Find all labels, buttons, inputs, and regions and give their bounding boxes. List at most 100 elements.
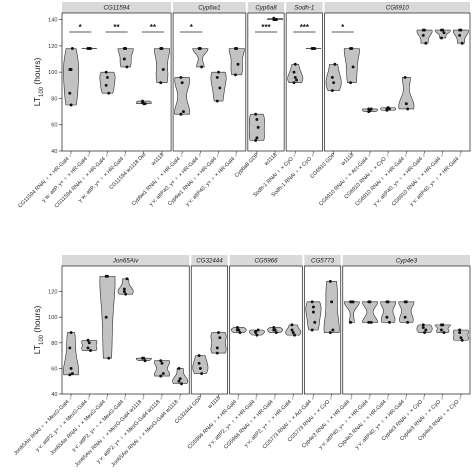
violin-group: Cyp4e3 RNAi ♀ × CyO ♂ bbox=[399, 323, 451, 442]
data-point bbox=[274, 18, 278, 22]
data-point bbox=[106, 274, 109, 278]
data-point bbox=[349, 81, 352, 85]
data-point bbox=[367, 110, 371, 114]
data-point bbox=[458, 328, 462, 332]
panel-frame bbox=[285, 12, 323, 152]
data-point bbox=[107, 91, 111, 95]
data-point bbox=[403, 315, 407, 319]
panel-strip-title: CG5773 bbox=[311, 258, 335, 265]
data-point bbox=[70, 47, 74, 50]
data-point bbox=[313, 320, 317, 324]
violin-group: CG11594 RNAi ♀ × HR-Gal4 ♂ bbox=[54, 70, 116, 209]
y-tick-label: 80 bbox=[51, 96, 57, 102]
violin-shape bbox=[398, 301, 415, 323]
data-point bbox=[295, 78, 298, 82]
data-point bbox=[350, 47, 354, 50]
y-tick-label: 40 bbox=[51, 149, 57, 155]
significance-bracket: * bbox=[69, 23, 92, 33]
data-point bbox=[351, 300, 355, 304]
data-point bbox=[235, 47, 239, 50]
data-point bbox=[141, 356, 144, 360]
violin-shape bbox=[343, 48, 360, 83]
data-point bbox=[198, 366, 202, 370]
data-point bbox=[197, 354, 201, 358]
data-point bbox=[197, 361, 201, 365]
data-point bbox=[421, 325, 425, 329]
x-category-label: w1118 bbox=[263, 152, 279, 168]
violin-shape bbox=[154, 48, 170, 83]
panel-cyp6a8: Cyp6a8 Cyp6a8 GDP w1118 *** bbox=[234, 2, 285, 179]
data-point bbox=[424, 41, 428, 45]
data-point bbox=[86, 346, 90, 350]
data-point bbox=[388, 320, 391, 324]
panel-strip-title: Cyp4e3 bbox=[396, 258, 418, 265]
data-point bbox=[273, 328, 277, 332]
data-point bbox=[349, 320, 352, 324]
significance-bracket: * bbox=[331, 23, 354, 33]
significance-label: * bbox=[79, 23, 83, 32]
data-point bbox=[330, 300, 334, 304]
violin-group: Cyp6a8 GDP bbox=[234, 112, 265, 179]
violin-shape bbox=[287, 63, 304, 83]
y-tick-label: 40 bbox=[51, 392, 57, 398]
data-point bbox=[460, 338, 464, 342]
data-point bbox=[161, 68, 165, 71]
panel-strip bbox=[304, 255, 341, 266]
data-point bbox=[124, 292, 128, 296]
y-tick-label: 60 bbox=[51, 123, 57, 129]
data-point bbox=[178, 377, 182, 381]
y-tick-label: 100 bbox=[48, 315, 57, 321]
significance-label: * bbox=[341, 23, 345, 32]
data-point bbox=[292, 70, 296, 74]
data-point bbox=[272, 325, 276, 329]
data-point bbox=[442, 331, 446, 335]
violin-shape bbox=[398, 77, 415, 110]
data-point bbox=[69, 68, 73, 71]
data-point bbox=[424, 328, 428, 332]
data-point bbox=[215, 346, 219, 350]
data-point bbox=[256, 328, 260, 332]
violin-shape bbox=[154, 360, 170, 377]
data-point bbox=[68, 346, 72, 350]
violin-shape bbox=[63, 332, 80, 376]
data-point bbox=[404, 102, 408, 106]
data-point bbox=[255, 333, 259, 337]
data-point bbox=[369, 320, 373, 324]
panel-frame bbox=[229, 265, 303, 395]
y-axis-row-1: 40 60 80 100 120 140 LT100 (hours) bbox=[32, 18, 62, 155]
data-point bbox=[177, 366, 181, 370]
violin-group: w1118 bbox=[150, 47, 170, 168]
data-point bbox=[460, 41, 464, 45]
data-point bbox=[256, 125, 260, 129]
data-point bbox=[313, 47, 317, 50]
data-point bbox=[291, 331, 295, 335]
data-point bbox=[310, 328, 314, 332]
y-tick-label: 140 bbox=[48, 18, 57, 24]
violin-group: y v; attP40, y+ ♀ × HR-Gal4 ♂ bbox=[354, 300, 415, 451]
panel-strip-title: Sodh-1 bbox=[294, 5, 314, 12]
data-point bbox=[404, 300, 408, 304]
significance-label: ** bbox=[113, 23, 120, 32]
data-point bbox=[312, 305, 315, 309]
data-point bbox=[68, 91, 72, 95]
data-point bbox=[351, 65, 355, 69]
x-category-label: w1118 bbox=[150, 152, 166, 168]
panel-strip-title: CG32444 bbox=[196, 258, 223, 265]
violin-shape bbox=[63, 48, 80, 106]
data-point bbox=[238, 331, 242, 335]
data-point bbox=[68, 373, 72, 377]
data-point bbox=[272, 16, 276, 20]
data-point bbox=[254, 139, 258, 142]
data-point bbox=[89, 47, 93, 50]
panel-cg5966: CG5966 CG5966 RNAi ♀ × HR-Gal4 ♂y v; attP… bbox=[187, 255, 303, 451]
data-point bbox=[125, 65, 129, 69]
violin-group: CG6910 GDP bbox=[309, 62, 342, 180]
data-point bbox=[70, 372, 74, 375]
x-category-label: w1118 bbox=[206, 395, 222, 411]
violin-group: w1118 bbox=[206, 331, 227, 411]
data-point bbox=[107, 356, 111, 360]
data-point bbox=[69, 331, 73, 335]
